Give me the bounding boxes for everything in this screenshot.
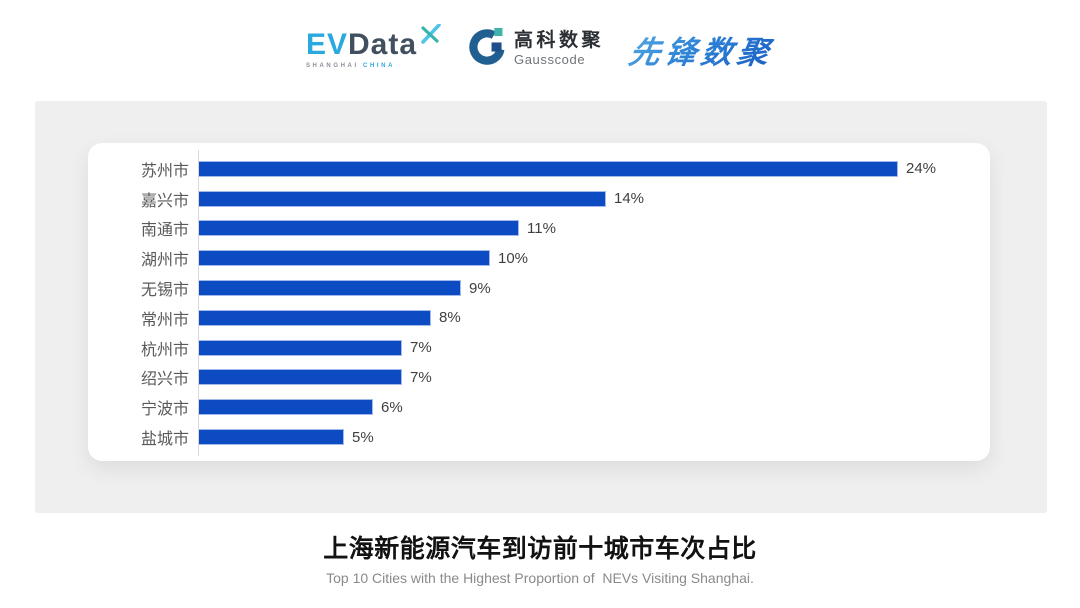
evdata-tagline-shanghai: SHANGHAI (305, 62, 359, 69)
value-label: 6% (381, 398, 403, 416)
chart-row: 苏州市 24% (88, 154, 990, 184)
chart-row: 湖州市 10% (88, 243, 990, 273)
category-label: 嘉兴市 (140, 192, 189, 210)
chart-row: 杭州市 7% (88, 333, 990, 363)
gausscode-name-cn: 高科数聚 (514, 30, 605, 52)
gausscode-logo: 高科数聚 Gausscode (467, 27, 604, 72)
value-label: 8% (439, 309, 461, 327)
evdata-ev-text: EV (305, 27, 348, 61)
chart-row: 盐城市 5% (88, 422, 990, 452)
category-label: 宁波市 (140, 401, 189, 419)
evdata-data-text: Data (347, 27, 418, 61)
gausscode-g-icon (467, 27, 507, 72)
category-label: 南通市 (140, 222, 189, 240)
value-label: 24% (906, 160, 937, 178)
bar (198, 280, 461, 297)
chart-row: 常州市 8% (88, 303, 990, 333)
evdata-logo: EV Data SHANGHAI CHINA (305, 22, 441, 69)
bar (198, 429, 344, 446)
value-label: 11% (527, 219, 556, 237)
category-label: 盐城市 (140, 431, 189, 449)
chart-card: 苏州市 24% 嘉兴市 14% 南通市 11% 湖州市 10% 无锡市 9% 常州市 8% 杭州市 7% 绍… (88, 143, 990, 461)
category-label: 绍兴市 (140, 371, 189, 389)
evdata-tagline-china: CHINA (363, 62, 396, 69)
bar (198, 309, 431, 326)
value-label: 7% (410, 368, 432, 386)
category-label: 常州市 (140, 311, 189, 329)
category-label: 杭州市 (140, 341, 189, 359)
bar (198, 190, 606, 207)
gausscode-wordmark: 高科数聚 Gausscode (514, 31, 604, 67)
y-axis-line (198, 150, 199, 456)
chart-panel: 苏州市 24% 嘉兴市 14% 南通市 11% 湖州市 10% 无锡市 9% 常州市 8% 杭州市 7% 绍… (35, 101, 1047, 513)
bar (198, 160, 898, 177)
bar-chart: 苏州市 24% 嘉兴市 14% 南通市 11% 湖州市 10% 无锡市 9% 常州市 8% 杭州市 7% 绍… (88, 143, 990, 461)
chart-row: 绍兴市 7% (88, 363, 990, 393)
category-label: 无锡市 (140, 282, 189, 300)
chart-subtitle: Top 10 Cities with the Highest Proportio… (326, 570, 754, 586)
gausscode-name-en: Gausscode (514, 52, 586, 68)
chart-row: 无锡市 9% (88, 273, 990, 303)
chart-row: 南通市 11% (88, 214, 990, 244)
evdata-tagline: SHANGHAI CHINA (306, 63, 395, 69)
category-label: 湖州市 (140, 252, 189, 270)
category-label: 苏州市 (140, 162, 189, 180)
chart-row: 宁波市 6% (88, 392, 990, 422)
bar (198, 339, 402, 356)
value-label: 7% (410, 339, 432, 357)
value-label: 14% (614, 190, 645, 208)
bar (198, 399, 373, 416)
pioneer-logo: 先锋数聚 (626, 27, 778, 72)
bar (198, 250, 490, 267)
chart-row: 嘉兴市 14% (88, 184, 990, 214)
evdata-wordmark: EV Data (305, 22, 441, 61)
value-label: 10% (498, 249, 529, 267)
value-label: 5% (352, 428, 374, 446)
chart-footer: 上海新能源汽车到访前十城市车次占比 Top 10 Cities with the… (0, 529, 1080, 586)
bar (198, 220, 519, 237)
bar (198, 369, 402, 386)
chart-title: 上海新能源汽车到访前十城市车次占比 (323, 535, 757, 563)
evdata-star-icon (419, 22, 441, 50)
brand-header: EV Data SHANGHAI CHINA 高科数聚 Gausscode (0, 18, 1080, 80)
value-label: 9% (469, 279, 491, 297)
